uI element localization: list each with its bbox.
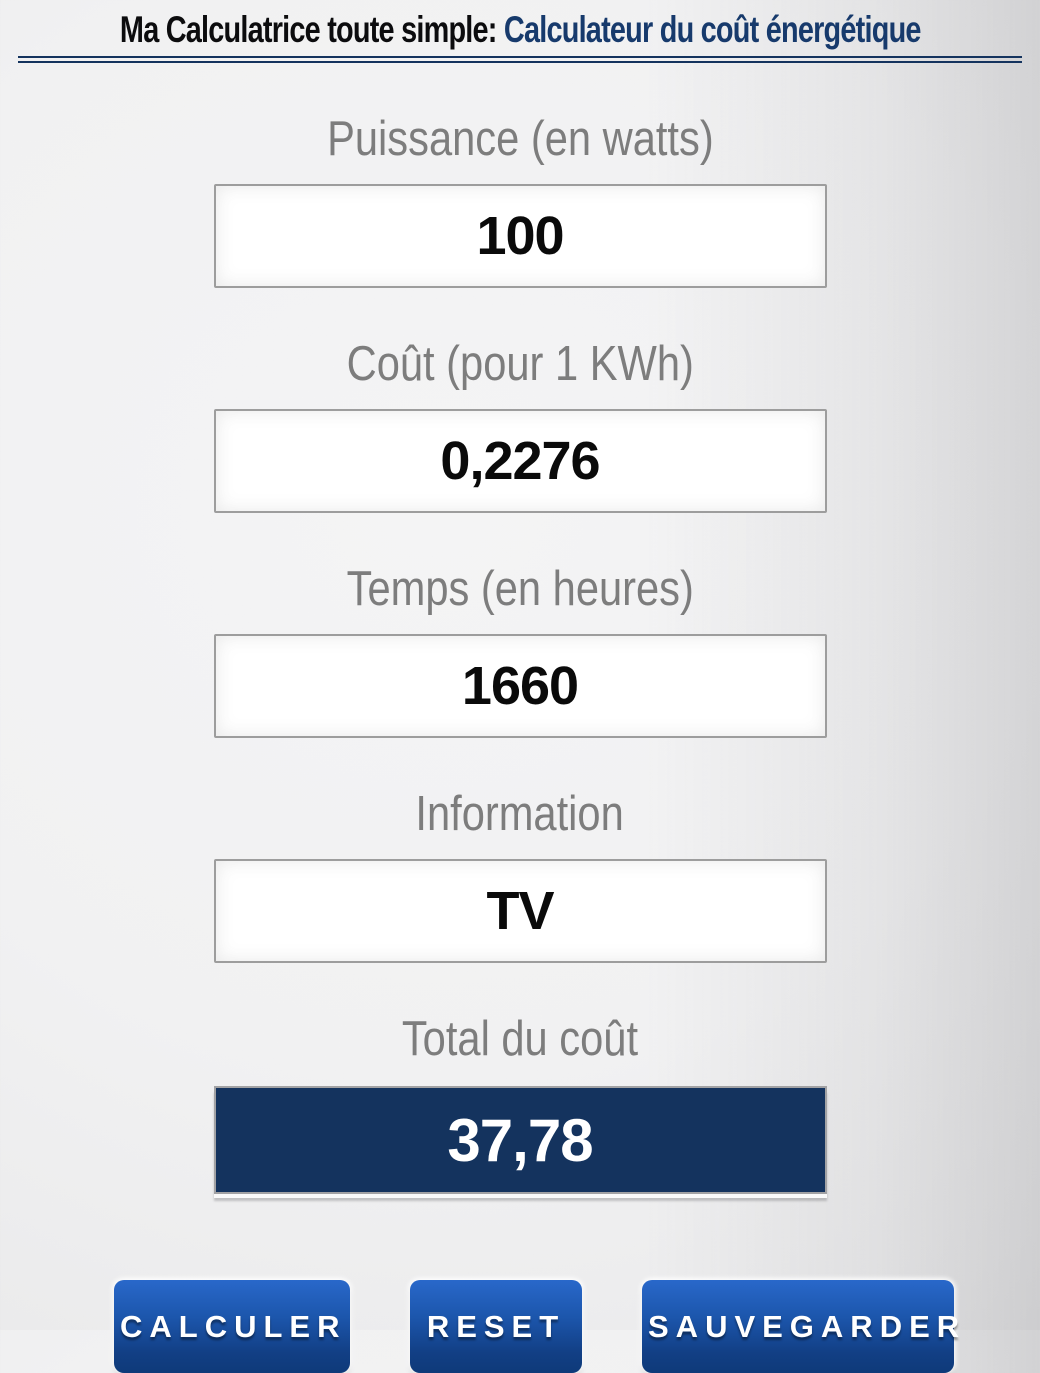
puissance-group: Puissance (en watts)	[0, 112, 1040, 288]
information-group: Information	[0, 787, 1040, 963]
puissance-input[interactable]	[213, 184, 827, 288]
app-title-subtitle: Calculateur du coût énergétique	[503, 9, 922, 50]
temps-label: Temps (en heures)	[346, 562, 694, 616]
cout-group: Coût (pour 1 KWh)	[0, 337, 1040, 513]
cout-label: Coût (pour 1 KWh)	[346, 337, 694, 391]
action-button-row: CALCULER RESET SAUVEGARDER	[0, 1280, 1040, 1373]
cout-input[interactable]	[213, 409, 827, 513]
total-value: 37,78	[447, 1106, 593, 1174]
total-group: Total du coût 37,78	[0, 1012, 1040, 1194]
temps-group: Temps (en heures)	[0, 562, 1040, 738]
total-output: 37,78	[213, 1086, 827, 1194]
reset-button[interactable]: RESET	[410, 1280, 582, 1373]
total-label: Total du coût	[401, 1012, 639, 1066]
calculate-button[interactable]: CALCULER	[114, 1280, 350, 1373]
temps-input[interactable]	[213, 634, 827, 738]
header-divider	[18, 56, 1022, 63]
app-title-main: Ma Calculatrice toute simple:	[119, 9, 497, 50]
information-label: Information	[415, 787, 625, 841]
information-input[interactable]	[213, 859, 827, 963]
save-button[interactable]: SAUVEGARDER	[642, 1280, 959, 1373]
puissance-label: Puissance (en watts)	[326, 112, 714, 166]
app-title: Ma Calculatrice toute simple: Calculateu…	[0, 0, 1040, 54]
